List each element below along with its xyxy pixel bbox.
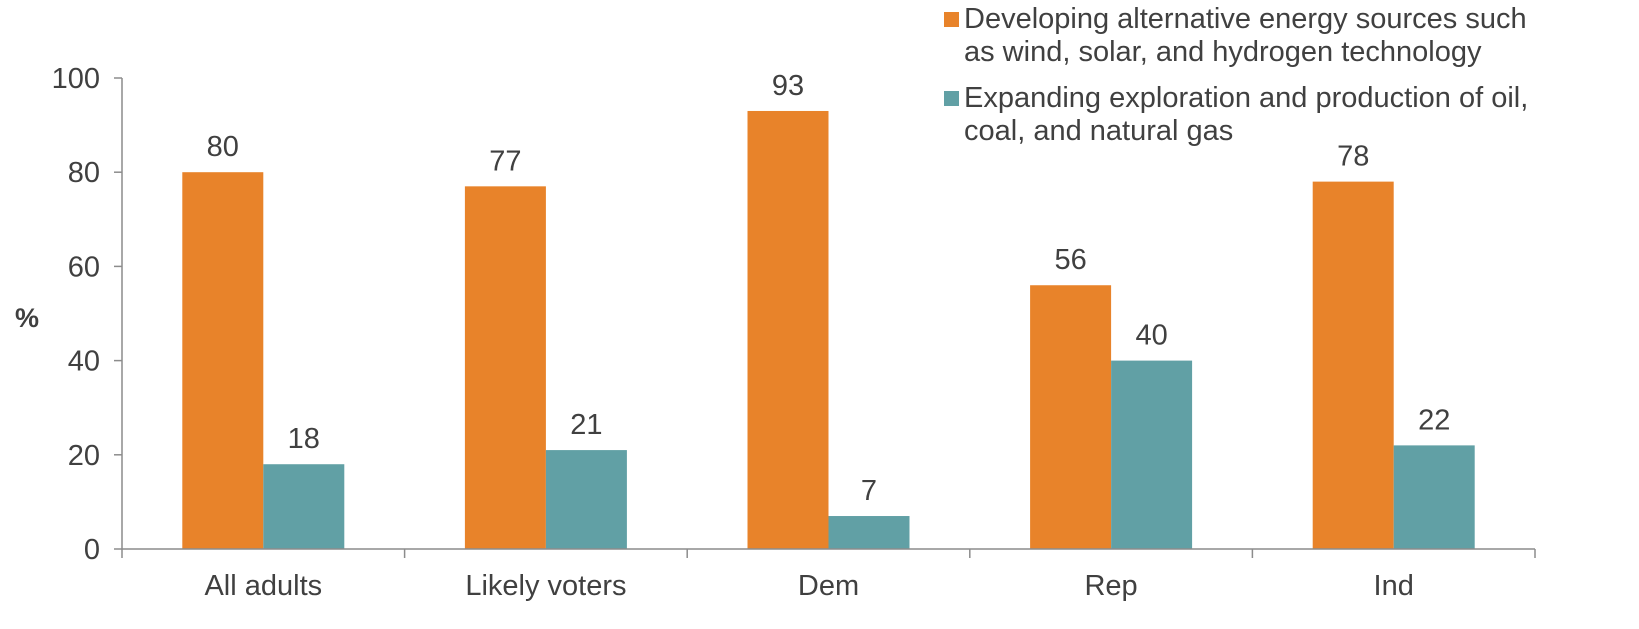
x-category-label: Ind: [1374, 570, 1414, 602]
x-axis: All adults Likely voters Dem Rep Ind: [121, 548, 1536, 602]
data-label: 56: [1054, 244, 1086, 276]
bar: [464, 186, 546, 549]
data-label: 7: [861, 475, 877, 507]
data-label: 78: [1337, 141, 1369, 173]
y-tick-label: 60: [68, 251, 100, 283]
legend-swatch: [944, 12, 959, 27]
bar: [747, 110, 829, 549]
bar: [545, 450, 627, 549]
legend-entry: as wind, solar, and hydrogen technology: [964, 36, 1482, 68]
data-label: 18: [288, 423, 320, 455]
y-tick-label: 0: [84, 534, 100, 566]
y-tick-label: 40: [68, 346, 100, 378]
data-label: 21: [570, 409, 602, 441]
x-category-label: Likely voters: [465, 570, 626, 602]
bar: [263, 464, 345, 549]
bar: [182, 172, 264, 549]
y-tick-label: 20: [68, 440, 100, 472]
legend-swatch: [944, 91, 959, 106]
bar: [1312, 181, 1394, 549]
legend-entry: Developing alternative energy sources su…: [964, 3, 1527, 35]
bar: [828, 516, 910, 549]
y-tick-label: 100: [52, 63, 100, 95]
legend-entry: coal, and natural gas: [964, 115, 1233, 147]
bar: [1030, 285, 1112, 549]
legend: Developing alternative energy sources su…: [944, 3, 1528, 147]
legend-entry: Expanding exploration and production of …: [964, 82, 1528, 114]
data-label: 93: [772, 70, 804, 102]
data-label: 77: [489, 145, 521, 177]
x-category-label: Dem: [798, 570, 859, 602]
y-tick-label: 80: [68, 157, 100, 189]
x-category-label: All adults: [204, 570, 322, 602]
y-axis: 0 20 40 60 80 100: [52, 63, 123, 566]
bar: [1393, 445, 1475, 549]
x-category-label: Rep: [1084, 570, 1137, 602]
data-label: 22: [1418, 404, 1450, 436]
data-label: 80: [207, 131, 239, 163]
bar: [1111, 360, 1193, 549]
y-axis-label: %: [15, 303, 39, 333]
data-label: 40: [1135, 320, 1167, 352]
bars: 80 18 77 21 93 7 56 40 78 22: [182, 70, 1475, 549]
